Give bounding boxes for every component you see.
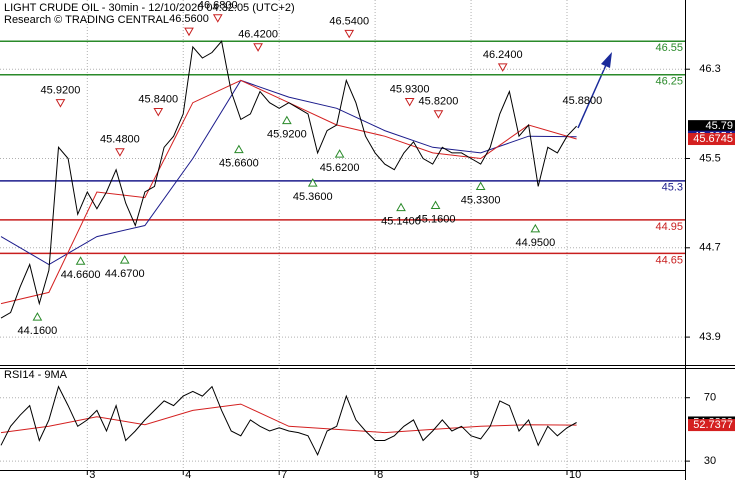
- low-label: 45.1400: [381, 216, 421, 228]
- low-label: 44.9500: [515, 237, 555, 249]
- arrow-head: [601, 52, 612, 68]
- low-label: 45.1600: [416, 213, 456, 225]
- high-marker: [344, 29, 355, 39]
- low-marker: [334, 149, 345, 158]
- series-line: [0, 403, 577, 434]
- y-tick-label: 44.7: [699, 242, 720, 254]
- high-marker: [404, 98, 415, 107]
- high-label: 45.8400: [138, 93, 178, 105]
- x-tick-label: 3: [89, 469, 95, 480]
- level-label: 46.55: [655, 42, 683, 54]
- low-label: 45.3300: [461, 194, 501, 206]
- high-label: 46.5400: [329, 15, 369, 27]
- high-label: 46.6800: [198, 0, 238, 12]
- high-label: 45.4800: [100, 134, 140, 146]
- price-box: [688, 120, 735, 133]
- low-marker: [75, 256, 86, 265]
- high-marker: [153, 108, 164, 117]
- series-line: [0, 79, 577, 266]
- low-label: 45.3600: [293, 191, 333, 203]
- low-label: 44.6700: [105, 268, 145, 280]
- price-box-label: 45.79: [705, 120, 733, 132]
- low-marker: [475, 181, 486, 190]
- y-tick-label: 70: [704, 392, 716, 404]
- high-marker: [212, 14, 223, 23]
- price-label: 45.8800: [562, 95, 602, 107]
- panel-title: RSI14 - 9MA: [4, 369, 68, 381]
- level-label: 44.95: [655, 221, 683, 233]
- y-tick-label: 43.9: [699, 331, 720, 343]
- low-marker: [396, 202, 406, 212]
- level-label: 45.3: [662, 182, 683, 194]
- price-box: [688, 133, 735, 146]
- chart-title: LIGHT CRUDE OIL - 30min - 12/10/2020 04:…: [4, 2, 295, 14]
- level-label: 44.65: [655, 254, 683, 266]
- x-tick-label: 7: [281, 469, 287, 480]
- low-marker: [530, 223, 541, 233]
- low-marker: [307, 178, 318, 187]
- chart-subtitle: Research © TRADING CENTRAL: [4, 14, 169, 26]
- x-tick-label: 9: [473, 469, 479, 480]
- low-label: 44.6600: [61, 269, 101, 281]
- high-marker: [115, 148, 125, 157]
- high-marker: [253, 43, 263, 52]
- high-marker: [184, 27, 194, 37]
- price-box: [688, 419, 735, 432]
- low-marker: [281, 115, 292, 125]
- low-label: 44.1600: [18, 325, 58, 337]
- low-marker: [430, 200, 441, 209]
- y-tick-label: 45.5: [699, 152, 720, 164]
- high-label: 45.8200: [419, 96, 459, 108]
- high-label: 45.9300: [390, 83, 430, 95]
- high-label: 45.9200: [41, 85, 81, 97]
- y-tick-label: 30: [704, 455, 716, 467]
- x-tick-label: 4: [185, 469, 191, 480]
- level-label: 46.25: [655, 76, 683, 88]
- high-marker: [433, 110, 444, 119]
- high-marker: [55, 99, 66, 108]
- price-box-label: 45.6745: [693, 133, 733, 145]
- series-line: [0, 385, 577, 457]
- x-tick-label: 8: [377, 469, 383, 480]
- x-tick-label: 10: [569, 469, 581, 480]
- low-label: 45.6600: [219, 158, 259, 170]
- low-marker: [234, 144, 244, 154]
- high-label: 46.2400: [483, 49, 523, 61]
- high-label: 46.4200: [238, 29, 278, 41]
- low-marker: [119, 255, 130, 264]
- y-tick-label: 46.3: [699, 63, 720, 75]
- high-marker: [497, 63, 508, 72]
- low-marker: [32, 312, 43, 321]
- low-label: 45.9200: [267, 129, 307, 141]
- high-label: 46.5600: [169, 13, 209, 25]
- low-label: 45.6200: [320, 162, 360, 174]
- price-box-label: 52.7377: [693, 419, 733, 431]
- series-line: [0, 40, 577, 319]
